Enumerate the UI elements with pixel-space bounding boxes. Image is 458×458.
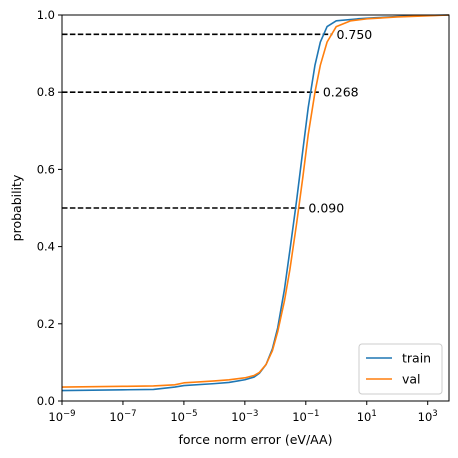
legend-label-train: train: [402, 351, 431, 366]
plot-frame: [61, 14, 450, 402]
legend-label-val: val: [402, 372, 421, 387]
x-tick-label: 10−9: [48, 409, 75, 424]
plot-area: 0.750 0.268 0.090: [61, 14, 450, 392]
y-tick-label: 0.0: [37, 394, 55, 408]
x-tick-label: 10−7: [109, 409, 136, 424]
series-line-train: [61, 14, 450, 392]
series-line-val: [61, 14, 450, 388]
y-axis-label: probability: [9, 174, 24, 241]
legend-box: [358, 343, 443, 395]
x-tick-label: 10−3: [231, 409, 258, 424]
y-tick-label: 0.8: [37, 85, 55, 99]
x-tick-label: 103: [418, 409, 438, 424]
y-tick-label: 0.2: [37, 317, 55, 331]
x-axis-ticks: 10−9 10−7 10−5 10−3 10−1 101 103: [48, 401, 438, 424]
x-tick-label: 10−1: [292, 409, 319, 424]
y-tick-label: 0.4: [37, 240, 55, 254]
x-tick-label: 10−5: [170, 409, 197, 424]
annotation-label: 0.750: [336, 27, 372, 42]
legend: train val: [358, 343, 443, 395]
y-tick-label: 0.6: [37, 162, 55, 176]
x-axis-label: force norm error (eV/AA): [179, 432, 333, 447]
annotation-label: 0.268: [323, 85, 359, 100]
y-axis-ticks: 0.0 0.2 0.4 0.6 0.8 1.0: [37, 8, 62, 408]
y-tick-label: 1.0: [37, 8, 55, 22]
annotation-label: 0.090: [308, 201, 344, 216]
x-tick-label: 101: [357, 409, 377, 424]
